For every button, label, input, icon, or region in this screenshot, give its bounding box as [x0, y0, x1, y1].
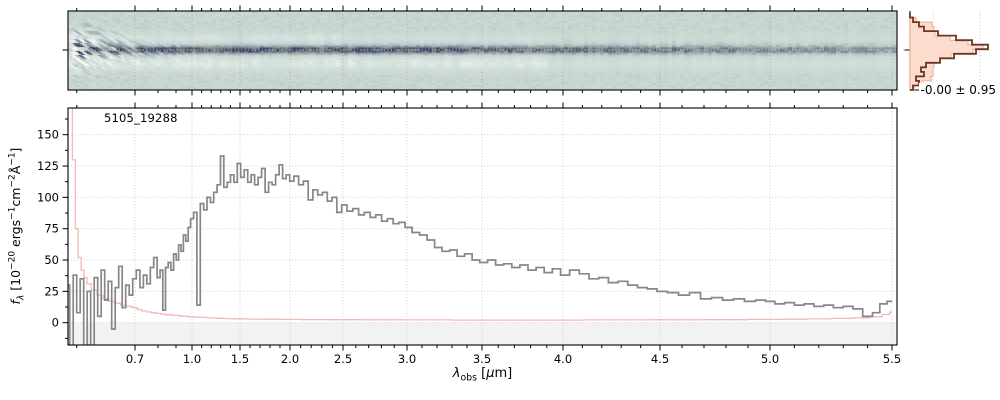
- x-tick-label: 5.5: [883, 352, 901, 366]
- y-tick-label: 100: [37, 190, 59, 204]
- y-tick-label: 50: [44, 253, 59, 267]
- panel-frames: [67, 10, 992, 346]
- x-tick-label: 3.5: [473, 352, 491, 366]
- y-tick-label: 0: [52, 316, 59, 330]
- y-tick-label: 25: [44, 284, 59, 298]
- below-zero-shade: [68, 322, 897, 345]
- main-grid: [68, 108, 897, 345]
- spec2d-image: [68, 11, 897, 90]
- x-tick-label: 4.0: [554, 352, 572, 366]
- hist-step: [909, 13, 989, 91]
- x-tick-label: 2.0: [281, 352, 299, 366]
- y-tick-label: 125: [37, 159, 59, 173]
- tick-labels: 0.7 1.0 1.5 2.0 2.5 3.0 3.5 4.0 4.5 5.0 5.5 0 25 50 75…: [37, 128, 901, 366]
- hist-filled: [909, 13, 984, 91]
- y-axis-label: fλ [10−20 ergs−1cm−2Å−1]: [7, 147, 27, 305]
- x-tick-label: 1.5: [231, 352, 249, 366]
- y-tick-label: 150: [37, 128, 59, 142]
- ticks: [62, 5, 910, 351]
- spec2d-frame: [67, 10, 898, 91]
- x-tick-label: 1.0: [183, 352, 201, 366]
- x-axis-label: λobs [μm]: [452, 366, 513, 384]
- x-tick-label: 3.0: [398, 352, 416, 366]
- spec2d-grid: [68, 11, 897, 90]
- stats-label: -0.00 ± 0.95: [918, 83, 998, 97]
- flux-curve: [68, 155, 892, 345]
- x-tick-label: 2.5: [334, 352, 352, 366]
- x-tick-label: 0.7: [126, 352, 144, 366]
- histogram: [909, 13, 989, 91]
- source-id-label: 5105_19288: [104, 111, 178, 125]
- x-tick-label: 5.0: [761, 352, 779, 366]
- x-tick-label: 4.5: [651, 352, 669, 366]
- y-tick-label: 75: [44, 222, 59, 236]
- spectrum-lines: [68, 108, 892, 345]
